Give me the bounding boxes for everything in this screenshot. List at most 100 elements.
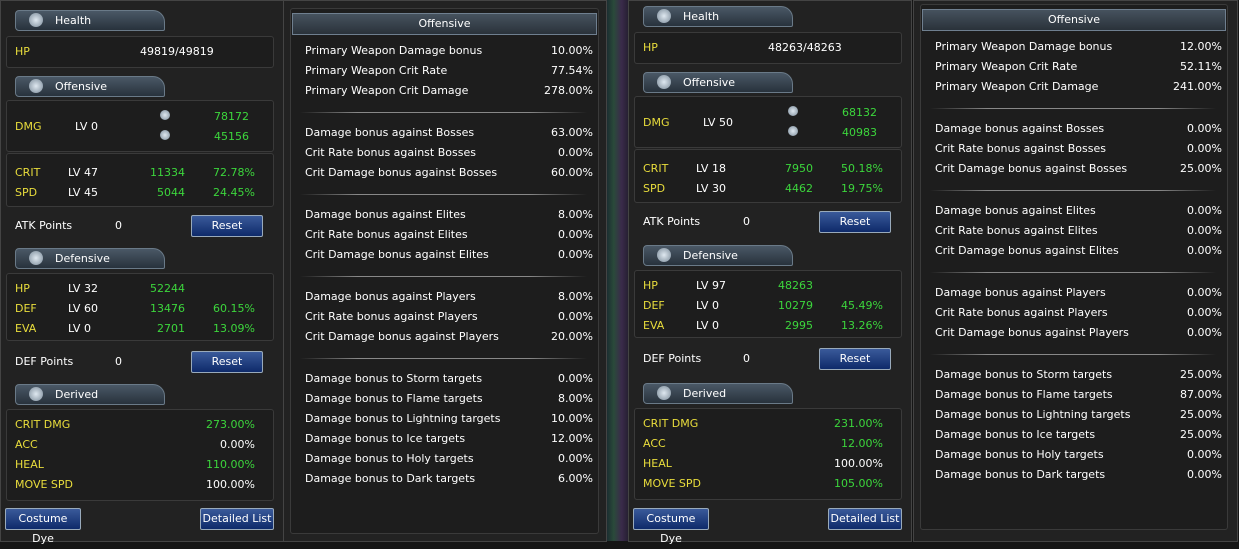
dmg-value: 45156 — [214, 130, 249, 143]
weapon-icon — [160, 130, 170, 140]
bonus-value: 25.00% — [1180, 428, 1222, 441]
stats-box — [920, 4, 1228, 530]
dmg-value: 78172 — [214, 110, 249, 123]
stat-label: DMG — [15, 120, 42, 133]
bonus-label: Damage bonus to Holy targets — [305, 452, 474, 465]
bonus-label: Damage bonus to Flame targets — [305, 392, 483, 405]
stat-level: LV 32 — [68, 282, 98, 295]
stat-label: HP — [643, 41, 658, 54]
stat-label: CRIT DMG — [15, 418, 71, 431]
bonus-value: 10.00% — [551, 412, 593, 425]
bonus-label: Crit Rate bonus against Players — [935, 306, 1108, 319]
bonus-label: Crit Rate bonus against Elites — [305, 228, 468, 241]
stat-level: LV 60 — [68, 302, 98, 315]
dmg-value: 68132 — [842, 106, 877, 119]
bonus-label: Crit Damage bonus against Bosses — [935, 162, 1128, 175]
stat-label: EVA — [643, 319, 665, 332]
bonus-value: 77.54% — [551, 64, 593, 77]
points-value: 0 — [115, 355, 122, 368]
reset-button[interactable]: Reset — [819, 211, 891, 233]
bonus-value: 6.00% — [558, 472, 593, 485]
costume-dye-button[interactable]: Costume Dye — [633, 508, 709, 545]
stat-percent: 45.49% — [841, 299, 883, 312]
bonus-label: Crit Damage bonus against Bosses — [305, 166, 498, 179]
bonus-label: Crit Damage bonus against Elites — [935, 244, 1119, 257]
reset-button[interactable]: Reset — [191, 351, 263, 373]
stat-label: CRIT — [643, 162, 669, 175]
stats-header: Offensive — [292, 13, 597, 35]
bonus-label: Crit Damage bonus against Elites — [305, 248, 489, 261]
bonus-value: 0.00% — [558, 248, 593, 261]
stat-percent: 19.75% — [841, 182, 883, 195]
stat-value: 48263 — [778, 279, 813, 292]
stat-level: LV 45 — [68, 186, 98, 199]
stat-value: 0.00% — [220, 438, 255, 451]
separator — [930, 354, 1216, 355]
reset-button[interactable]: Reset — [819, 348, 891, 370]
section-box — [634, 96, 902, 148]
bonus-label: Damage bonus to Ice targets — [305, 432, 466, 445]
bonus-label: Primary Weapon Damage bonus — [935, 40, 1113, 53]
bonus-label: Crit Damage bonus against Players — [305, 330, 499, 343]
stat-percent: 13.09% — [213, 322, 255, 335]
bonus-value: 0.00% — [558, 372, 593, 385]
points-label: DEF Points — [15, 355, 74, 368]
section-title: Health — [55, 14, 92, 27]
bonus-label: Damage bonus against Elites — [305, 208, 466, 221]
bonus-label: Crit Rate bonus against Bosses — [305, 146, 476, 159]
stat-percent: 72.78% — [213, 166, 255, 179]
stat-label: SPD — [643, 182, 666, 195]
costume-dye-button[interactable]: Costume Dye — [5, 508, 81, 545]
stat-value: 49819/49819 — [140, 45, 214, 58]
stat-label: HP — [643, 279, 658, 292]
points-label: ATK Points — [643, 215, 701, 228]
bonus-label: Damage bonus to Ice targets — [935, 428, 1096, 441]
bonus-value: 278.00% — [544, 84, 593, 97]
stat-label: HEAL — [643, 457, 672, 470]
stat-level: LV 0 — [68, 322, 91, 335]
bonus-value: 10.00% — [551, 44, 593, 57]
stat-label: CRIT — [15, 166, 41, 179]
section-tab — [643, 6, 793, 27]
bonus-value: 0.00% — [1187, 326, 1222, 339]
section-icon — [29, 79, 43, 93]
stat-percent: 50.18% — [841, 162, 883, 175]
section-title: Offensive — [55, 80, 108, 93]
stat-level: LV 50 — [703, 116, 733, 129]
bonus-label: Damage bonus against Players — [305, 290, 476, 303]
bonus-label: Damage bonus against Elites — [935, 204, 1096, 217]
bonus-label: Damage bonus to Lightning targets — [305, 412, 501, 425]
stat-value: 231.00% — [834, 417, 883, 430]
detailed-list-button[interactable]: Detailed List — [828, 508, 902, 530]
section-box — [634, 270, 902, 338]
stat-value: 4462 — [785, 182, 813, 195]
stat-level: LV 47 — [68, 166, 98, 179]
stats-box — [290, 8, 599, 534]
bonus-value: 0.00% — [1187, 122, 1222, 135]
reset-button[interactable]: Reset — [191, 215, 263, 237]
stat-value: 52244 — [150, 282, 185, 295]
bonus-label: Primary Weapon Crit Damage — [935, 80, 1099, 93]
section-icon — [657, 75, 671, 89]
stat-value: 110.00% — [206, 458, 255, 471]
stat-value: 5044 — [157, 186, 185, 199]
bonus-label: Damage bonus to Lightning targets — [935, 408, 1131, 421]
points-value: 0 — [743, 352, 750, 365]
weapon-icon — [160, 110, 170, 120]
detailed-list-button[interactable]: Detailed List — [200, 508, 274, 530]
bonus-label: Crit Rate bonus against Players — [305, 310, 478, 323]
bonus-value: 0.00% — [558, 228, 593, 241]
stat-value: 2995 — [785, 319, 813, 332]
stat-level: LV 0 — [696, 299, 719, 312]
section-tab — [15, 10, 165, 31]
bonus-value: 25.00% — [1180, 368, 1222, 381]
section-box — [6, 36, 274, 68]
section-title: Offensive — [683, 76, 736, 89]
separator — [930, 108, 1216, 109]
section-title: Defensive — [683, 249, 738, 262]
stat-label: DMG — [643, 116, 670, 129]
section-icon — [29, 387, 43, 401]
section-icon — [657, 9, 671, 23]
section-icon — [657, 248, 671, 262]
